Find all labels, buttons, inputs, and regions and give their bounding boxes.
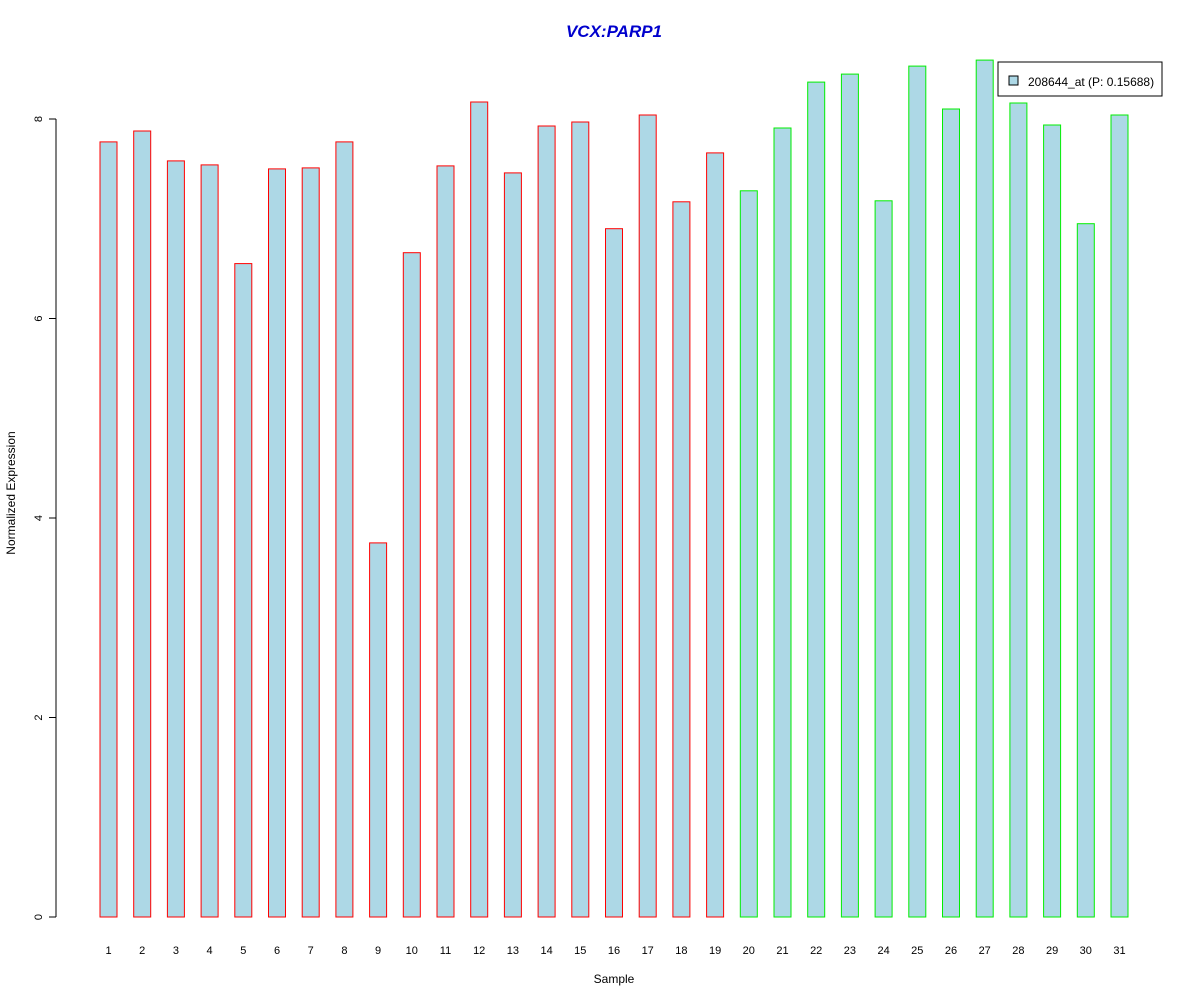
bar-sample-5 <box>234 263 253 918</box>
x-tick-label: 24 <box>877 945 889 957</box>
x-tick-label: 19 <box>709 945 721 957</box>
x-tick-label: 3 <box>173 945 179 957</box>
x-tick-label: 9 <box>375 945 381 957</box>
x-axis-label: Sample <box>594 972 635 986</box>
x-tick-label: 18 <box>675 945 687 957</box>
bar-sample-8 <box>335 141 354 918</box>
bar-sample-20 <box>739 190 758 918</box>
x-tick-label: 29 <box>1046 945 1058 957</box>
x-tick-label: 7 <box>308 945 314 957</box>
y-tick-label: 0 <box>33 914 45 920</box>
x-tick-label: 26 <box>945 945 957 957</box>
bar-sample-31 <box>1110 114 1129 918</box>
bar-sample-28 <box>1009 102 1028 918</box>
y-tick-label: 8 <box>33 116 45 122</box>
bar-sample-22 <box>807 81 826 918</box>
x-tick-label: 28 <box>1012 945 1024 957</box>
x-tick-label: 13 <box>507 945 519 957</box>
legend: 208644_at (P: 0.15688) <box>997 61 1163 97</box>
bar-sample-26 <box>942 108 960 918</box>
x-tick-label: 10 <box>406 945 418 957</box>
bar-sample-9 <box>369 542 388 918</box>
legend-box <box>997 61 1163 97</box>
chart-title: VCX:PARP1 <box>566 22 662 41</box>
x-tick-label: 12 <box>473 945 485 957</box>
x-tick-label: 21 <box>776 945 788 957</box>
bar-sample-21 <box>773 127 792 918</box>
x-tick-label: 1 <box>105 945 111 957</box>
bar-sample-11 <box>436 165 455 918</box>
x-tick-label: 22 <box>810 945 822 957</box>
x-tick-label: 5 <box>240 945 246 957</box>
bar-sample-19 <box>706 152 725 918</box>
bar-sample-4 <box>200 164 219 918</box>
bar-sample-24 <box>874 200 893 918</box>
x-tick-label: 14 <box>540 945 552 957</box>
bar-sample-6 <box>268 168 286 918</box>
bar-sample-23 <box>840 73 859 918</box>
bars-group <box>99 59 1129 918</box>
bar-sample-13 <box>503 172 522 918</box>
y-tick-label: 6 <box>33 315 45 321</box>
bar-sample-25 <box>908 65 927 918</box>
bar-sample-18 <box>672 201 691 918</box>
x-tick-label: 31 <box>1113 945 1125 957</box>
bar-sample-15 <box>571 121 590 918</box>
x-tick-label: 20 <box>743 945 755 957</box>
bar-sample-27 <box>975 59 994 918</box>
y-axis: 0 2 4 6 8 <box>33 116 57 920</box>
x-tick-label: 30 <box>1080 945 1092 957</box>
y-tick-label: 2 <box>33 714 45 720</box>
x-tick-label: 11 <box>440 945 451 957</box>
x-tick-label: 4 <box>207 945 213 957</box>
x-tick-label: 2 <box>139 945 145 957</box>
bar-sample-3 <box>166 160 185 918</box>
bar-sample-12 <box>470 101 489 918</box>
bar-sample-29 <box>1043 124 1062 918</box>
bar-sample-1 <box>99 141 118 918</box>
bar-sample-14 <box>537 125 556 918</box>
bar-sample-30 <box>1076 223 1095 918</box>
bar-sample-17 <box>638 114 657 918</box>
bar-sample-10 <box>402 252 421 918</box>
x-tick-label: 15 <box>574 945 586 957</box>
legend-label: 208644_at (P: 0.15688) <box>1028 75 1154 89</box>
x-tick-label: 16 <box>608 945 620 957</box>
x-tick-label: 8 <box>341 945 347 957</box>
x-tick-label: 17 <box>642 945 654 957</box>
y-tick-label: 4 <box>33 515 45 521</box>
x-tick-label: 25 <box>911 945 923 957</box>
x-tick-labels: 1 2 3 4 5 6 7 8 9 10 11 12 13 14 15 16 17 18 19 20 21 22 23 24 2… <box>105 945 1125 957</box>
bar-sample-16 <box>605 228 623 918</box>
bar-sample-7 <box>301 167 320 918</box>
y-axis-label: Normalized Expression <box>4 431 18 554</box>
bar-sample-2 <box>133 130 152 918</box>
x-tick-label: 23 <box>844 945 856 957</box>
x-tick-label: 6 <box>274 945 280 957</box>
x-tick-label: 27 <box>979 945 991 957</box>
legend-swatch <box>1008 75 1019 86</box>
